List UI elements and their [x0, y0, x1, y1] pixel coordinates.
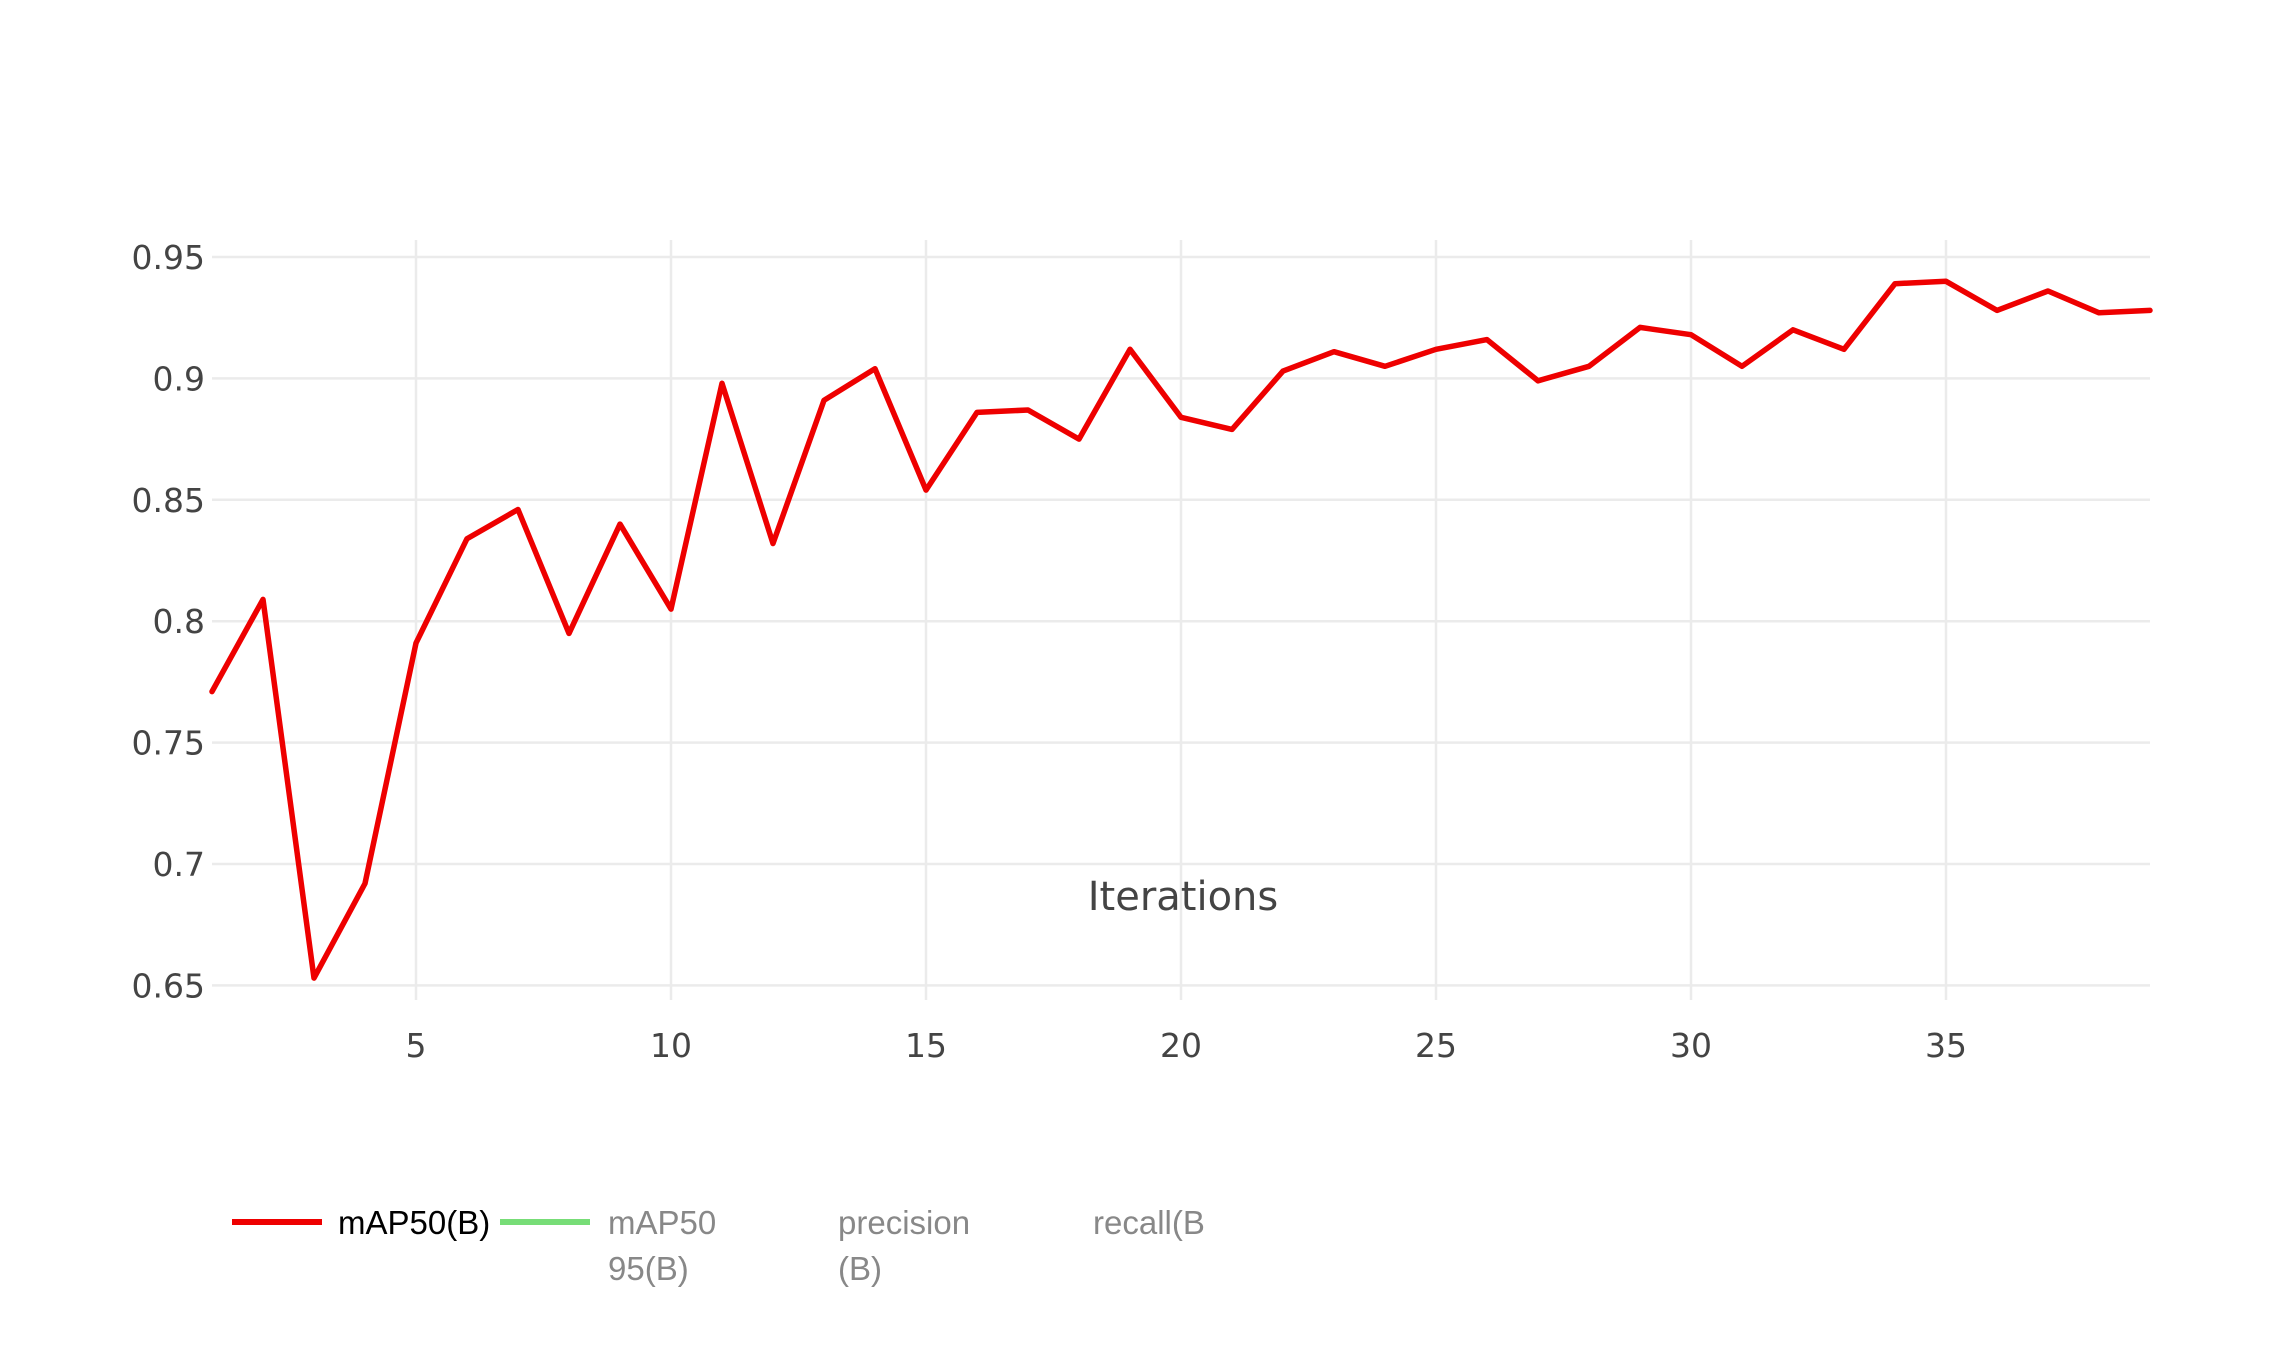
- x-tick-label: 25: [1415, 1026, 1457, 1065]
- legend-label: mAP50: [608, 1204, 716, 1241]
- x-tick-label: 35: [1925, 1026, 1967, 1065]
- y-tick-label: 0.75: [132, 724, 205, 763]
- y-tick-label: 0.85: [132, 481, 205, 520]
- y-tick-label: 0.9: [153, 359, 205, 398]
- legend-item[interactable]: mAP50 95(B): [500, 1204, 716, 1287]
- legend: mAP50(B) mAP50 95(B) precision (B) recall(B: [232, 1204, 1205, 1287]
- y-gridlines: [212, 255, 2150, 987]
- y-tick-label: 0.65: [132, 966, 205, 1005]
- legend-item[interactable]: mAP50(B): [232, 1204, 490, 1241]
- x-tick-label: 10: [650, 1026, 692, 1065]
- x-tick-label: 20: [1160, 1026, 1202, 1065]
- legend-label: recall(B: [1093, 1204, 1205, 1241]
- legend-label: 95(B): [608, 1250, 689, 1287]
- legend-label: (B): [838, 1250, 882, 1287]
- legend-item[interactable]: recall(B: [1093, 1204, 1205, 1241]
- x-axis-title: Iterations: [1088, 874, 1279, 920]
- y-tick-label: 0.95: [132, 238, 205, 277]
- legend-item[interactable]: precision (B): [838, 1204, 970, 1287]
- x-tick-label: 5: [406, 1026, 427, 1065]
- series-layer: [209, 278, 2153, 981]
- legend-label: mAP50(B): [338, 1204, 490, 1241]
- x-tick-label: 15: [905, 1026, 947, 1065]
- legend-label: precision: [838, 1204, 970, 1241]
- y-tick-label: 0.8: [153, 602, 205, 641]
- y-axis-ticks: 0.65 0.7 0.75 0.8 0.85 0.9 0.95: [132, 238, 205, 1005]
- x-axis-ticks: 5 10 15 20 25 30 35: [406, 1026, 1968, 1065]
- y-tick-label: 0.7: [153, 845, 205, 884]
- series-line-map50b: [209, 278, 2153, 981]
- x-tick-label: 30: [1670, 1026, 1712, 1065]
